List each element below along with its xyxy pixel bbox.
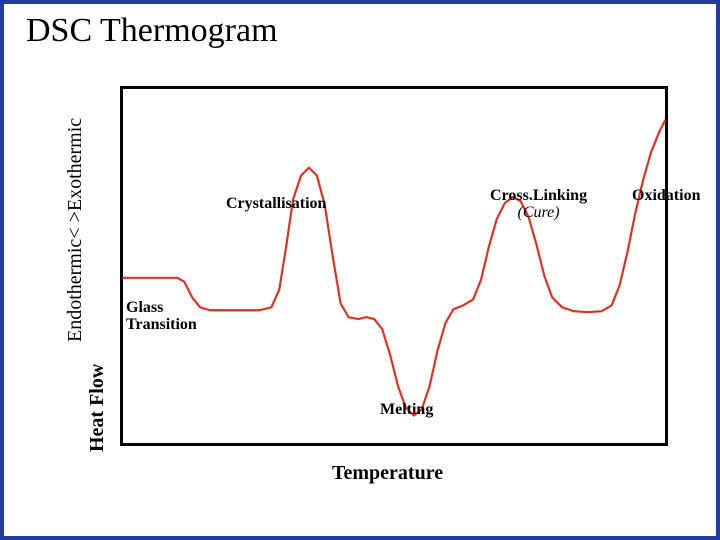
label-crystallisation: Crystallisation (226, 196, 326, 213)
y-axis-label-endo-exo: Endothermic< >Exothermic (64, 118, 87, 342)
label-melting: Melting (380, 402, 433, 419)
thermogram-chart (120, 86, 668, 446)
thermogram-curve (123, 89, 665, 443)
label-cross-line1: Cross.Linking (490, 187, 587, 204)
label-glass-line1: Glass (126, 299, 163, 316)
label-cross-sub: (Cure) (490, 205, 587, 222)
x-axis-label-temperature: Temperature (332, 462, 443, 485)
label-cross-linking: Cross.Linking (Cure) (490, 188, 587, 222)
label-glass-transition: Glass Transition (126, 300, 197, 334)
slide-frame: DSC Thermogram Endothermic< >Exothermic … (0, 0, 720, 540)
label-glass-line2: Transition (126, 316, 197, 333)
label-oxidation: Oxidation (632, 188, 700, 205)
y-axis-label-heat-flow: Heat Flow (86, 364, 109, 452)
slide-title: DSC Thermogram (26, 12, 278, 50)
